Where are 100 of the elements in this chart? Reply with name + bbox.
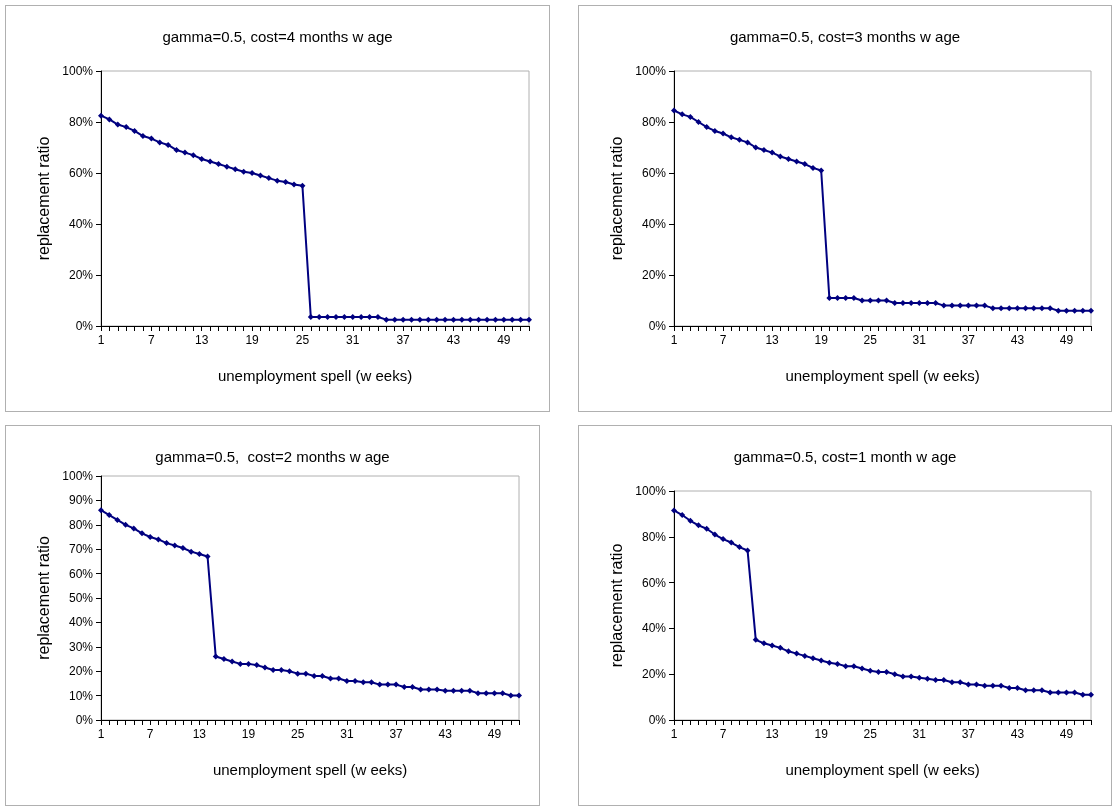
point: [867, 297, 874, 304]
point: [265, 175, 272, 182]
point: [509, 316, 516, 323]
point: [204, 553, 211, 560]
point: [114, 121, 121, 128]
point: [212, 653, 219, 660]
point: [163, 540, 170, 547]
point: [1022, 305, 1029, 312]
point: [826, 659, 833, 666]
point: [114, 516, 121, 523]
point: [1030, 305, 1037, 312]
point: [223, 163, 230, 170]
point: [106, 116, 113, 123]
point: [131, 127, 138, 134]
point: [908, 673, 915, 680]
y-axis-title: replacement ratio: [607, 543, 625, 668]
x-tick-label: 7: [146, 727, 154, 741]
y-tick-label: 40%: [641, 217, 667, 231]
y-tick-label: 0%: [648, 319, 667, 333]
point: [752, 144, 759, 151]
x-axis-title: unemployment spell (w eeks): [785, 367, 980, 384]
point: [1071, 689, 1078, 696]
point: [924, 675, 931, 682]
y-tick-label: 100%: [62, 469, 94, 483]
point: [760, 640, 767, 647]
point: [711, 127, 718, 134]
point: [949, 302, 955, 309]
point: [957, 302, 964, 309]
point: [458, 316, 465, 323]
point: [237, 660, 244, 667]
point: [257, 172, 264, 179]
point: [425, 316, 432, 323]
y-tick-label: 40%: [68, 615, 94, 630]
point: [467, 316, 474, 323]
y-tick-label: 90%: [68, 493, 94, 508]
point: [516, 692, 522, 699]
point: [190, 152, 197, 159]
point: [981, 682, 988, 689]
point: [695, 522, 702, 529]
point: [859, 297, 866, 304]
point: [940, 302, 947, 309]
point: [343, 677, 350, 684]
point: [368, 679, 375, 686]
point: [671, 507, 677, 514]
x-tick-label: 31: [912, 333, 927, 347]
x-tick-label: 31: [346, 333, 360, 347]
x-tick-label: 13: [765, 727, 780, 741]
point: [769, 642, 776, 649]
point: [989, 682, 996, 689]
point: [138, 530, 145, 537]
point: [891, 671, 898, 678]
point: [130, 525, 137, 532]
y-tick-label: 60%: [68, 166, 94, 180]
point: [777, 644, 784, 651]
point: [384, 681, 391, 688]
point: [728, 134, 735, 141]
point: [785, 648, 792, 655]
point: [341, 314, 348, 321]
point: [842, 663, 849, 670]
point: [834, 660, 841, 667]
point: [875, 297, 882, 304]
point: [998, 682, 1005, 689]
y-tick-label: 0%: [75, 713, 94, 727]
point: [106, 512, 113, 519]
y-tick-label: 20%: [68, 664, 94, 679]
point: [450, 687, 457, 694]
x-tick-label: 49: [1059, 333, 1074, 347]
point: [253, 662, 260, 669]
point: [818, 167, 825, 174]
point: [687, 517, 694, 524]
y-tick-label: 100%: [62, 64, 94, 78]
point: [834, 294, 841, 301]
point: [1088, 307, 1094, 314]
point: [232, 166, 239, 173]
point: [1014, 684, 1021, 691]
point: [352, 677, 359, 684]
point: [302, 670, 309, 677]
y-tick-label: 10%: [68, 688, 94, 703]
point: [818, 657, 825, 664]
x-tick-label: 19: [814, 333, 829, 347]
point: [409, 684, 416, 691]
y-tick-label: 50%: [68, 591, 94, 605]
x-tick-label: 43: [446, 333, 461, 347]
point: [491, 690, 498, 697]
point: [695, 119, 702, 125]
y-tick-label: 20%: [641, 667, 667, 682]
point: [393, 681, 400, 688]
y-tick-label: 70%: [68, 542, 94, 557]
point: [274, 177, 281, 184]
point: [148, 135, 155, 142]
x-tick-label: 1: [97, 333, 105, 347]
point: [291, 181, 298, 188]
point: [417, 686, 424, 693]
point: [1055, 689, 1062, 696]
point: [171, 542, 178, 549]
point: [123, 124, 130, 131]
point: [294, 670, 301, 677]
point: [867, 667, 874, 674]
point: [327, 675, 334, 682]
point: [307, 314, 314, 321]
